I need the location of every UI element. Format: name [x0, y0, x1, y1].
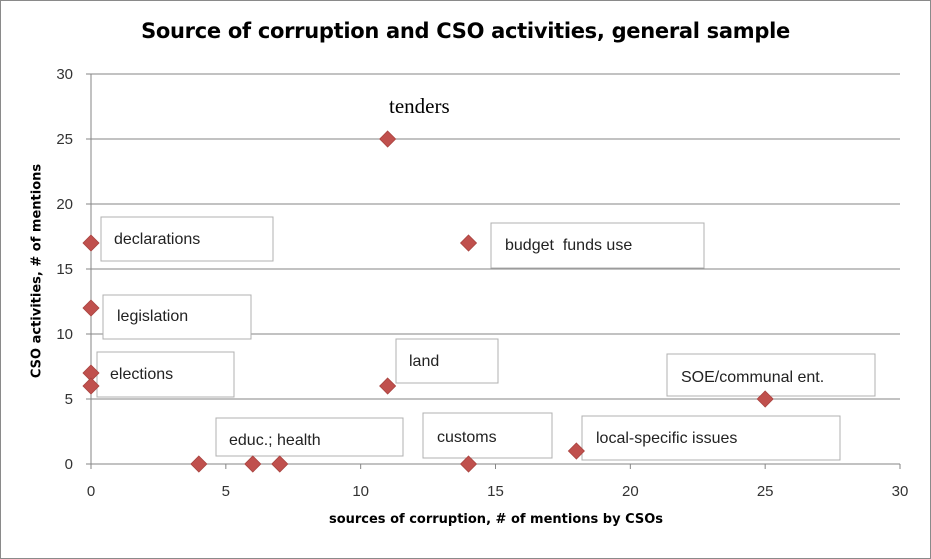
annotation-label-2: budget funds use — [505, 237, 632, 254]
annotation-label-6: SOE/communal ent. — [681, 369, 824, 386]
data-point-0 — [379, 130, 397, 148]
x-tick-label-5: 5 — [222, 483, 230, 500]
annotation-label-5: land — [409, 353, 439, 370]
annotation-box-1 — [100, 216, 274, 262]
y-tick-label-15: 15 — [56, 261, 73, 278]
annotation-box-2 — [490, 222, 705, 269]
annotation-box-8 — [422, 412, 553, 459]
data-point-5 — [82, 377, 100, 395]
x-tick-label-15: 15 — [487, 483, 504, 500]
annotation-box-9 — [581, 415, 841, 461]
annotation-label-0: tenders — [389, 94, 450, 118]
annotation-label-8: customs — [437, 429, 497, 446]
data-point-3 — [82, 299, 100, 317]
annotation-label-7: educ.; health — [229, 432, 321, 449]
annotation-box-7 — [215, 417, 404, 457]
chart-title: Source of corruption and CSO activities,… — [141, 19, 790, 43]
x-axis-title: sources of corruption, # of mentions by … — [328, 512, 664, 527]
annotation-box-5 — [395, 338, 499, 384]
annotation-label-1: declarations — [114, 231, 200, 248]
annotation-box-4 — [96, 351, 235, 398]
annotation-label-9: local-specific issues — [596, 430, 737, 447]
data-point-8 — [190, 455, 208, 473]
x-tick-label-10: 10 — [352, 483, 369, 500]
y-tick-label-25: 25 — [56, 131, 73, 148]
x-tick-label-20: 20 — [622, 483, 639, 500]
annotation-label-4: elections — [110, 366, 173, 383]
data-point-1 — [82, 234, 100, 252]
annotation-label-3: legislation — [117, 308, 188, 325]
x-tick-label-30: 30 — [892, 483, 909, 500]
data-point-7 — [756, 390, 774, 408]
x-tick-label-25: 25 — [757, 483, 774, 500]
data-point-6 — [379, 377, 397, 395]
data-point-12 — [567, 442, 585, 460]
data-point-9 — [244, 455, 262, 473]
y-tick-label-0: 0 — [65, 456, 73, 473]
data-point-2 — [459, 234, 478, 252]
y-tick-label-5: 5 — [65, 391, 73, 408]
x-tick-label-0: 0 — [87, 483, 95, 500]
data-point-11 — [459, 455, 478, 473]
y-tick-label-20: 20 — [56, 196, 73, 213]
annotation-box-3 — [102, 294, 252, 340]
data-point-10 — [271, 455, 289, 473]
y-tick-label-10: 10 — [56, 326, 73, 343]
annotation-box-6 — [666, 353, 876, 397]
y-tick-label-30: 30 — [56, 66, 73, 83]
